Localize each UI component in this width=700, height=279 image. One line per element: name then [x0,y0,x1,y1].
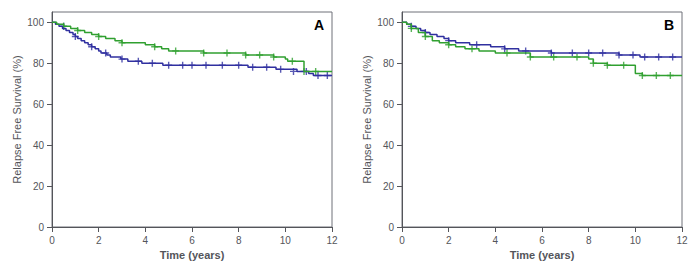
svg-text:10: 10 [280,235,292,246]
svg-text:Time (years): Time (years) [510,249,575,261]
svg-text:2: 2 [96,235,102,246]
svg-text:8: 8 [586,235,592,246]
svg-text:A: A [314,17,324,33]
svg-text:6: 6 [539,235,545,246]
svg-text:20: 20 [33,181,45,192]
svg-text:8: 8 [236,235,242,246]
svg-text:80: 80 [383,58,395,69]
svg-text:0: 0 [49,235,55,246]
svg-text:2: 2 [446,235,452,246]
svg-text:80: 80 [33,58,45,69]
svg-text:12: 12 [326,235,338,246]
svg-text:60: 60 [33,99,45,110]
svg-text:6: 6 [189,235,195,246]
svg-text:40: 40 [383,140,395,151]
svg-text:4: 4 [143,235,149,246]
svg-text:Relapse Free Survival (%): Relapse Free Survival (%) [11,55,23,183]
svg-text:100: 100 [377,17,394,28]
svg-text:0: 0 [38,222,44,233]
svg-text:B: B [664,17,674,33]
svg-text:12: 12 [676,235,688,246]
svg-text:Time (years): Time (years) [160,249,225,261]
svg-text:Relapse Free Survival (%): Relapse Free Survival (%) [361,55,373,183]
svg-text:0: 0 [388,222,394,233]
svg-text:4: 4 [493,235,499,246]
svg-text:100: 100 [27,17,44,28]
svg-text:20: 20 [383,181,395,192]
svg-text:40: 40 [33,140,45,151]
svg-text:10: 10 [630,235,642,246]
svg-text:60: 60 [383,99,395,110]
svg-text:0: 0 [399,235,405,246]
